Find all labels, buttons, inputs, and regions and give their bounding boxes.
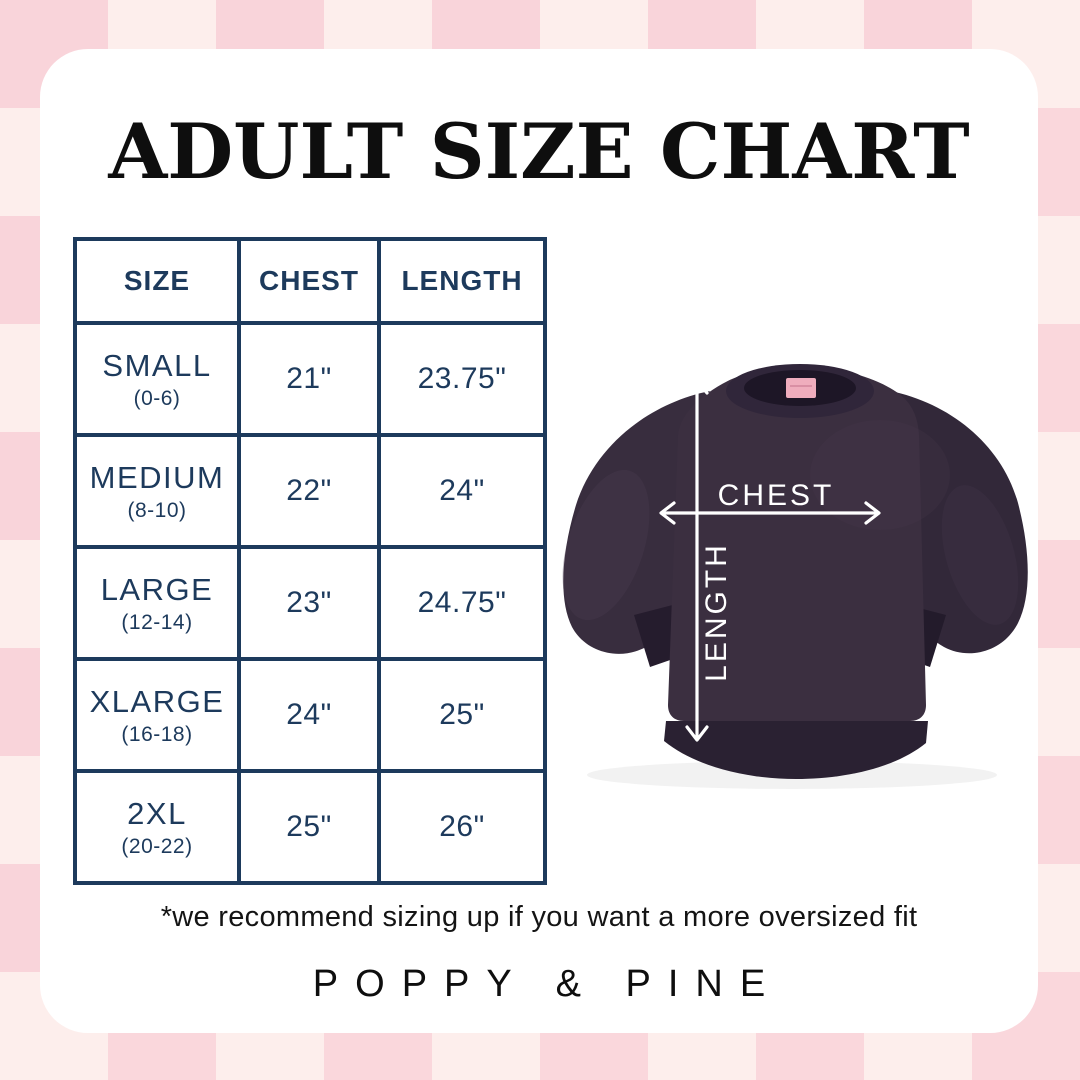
- chest-cell: 22": [241, 437, 377, 545]
- length-measurement-label: LENGTH: [700, 542, 733, 682]
- column-header-label: SIZE: [123, 265, 191, 296]
- length-value: 25": [439, 698, 485, 731]
- sweatshirt-illustration: CHEST LENGTH: [562, 364, 1028, 789]
- size-cell: MEDIUM (8-10): [77, 437, 237, 545]
- sizing-recommendation-note: *we recommend sizing up if you want a mo…: [160, 901, 918, 933]
- length-cell: 25": [381, 661, 543, 769]
- size-name-label: LARGE: [100, 571, 214, 607]
- chest-arrowhead-right: [864, 501, 881, 525]
- size-cell: SMALL (0-6): [77, 325, 237, 433]
- chest-cell: 21": [241, 325, 377, 433]
- chest-value: 22": [286, 474, 332, 507]
- right-sleeve-sheen: [941, 485, 1019, 625]
- sweatshirt-measurement-diagram: CHEST LENGTH: [550, 355, 1030, 795]
- column-header-label: CHEST: [259, 265, 359, 296]
- size-name-label: MEDIUM: [89, 459, 225, 495]
- neck-tag: [786, 378, 816, 398]
- size-range-label: (0-6): [133, 386, 181, 410]
- column-header-chest: CHEST: [241, 241, 377, 321]
- chest-cell: 25": [241, 773, 377, 881]
- size-name-label: SMALL: [102, 347, 212, 383]
- page-title: ADULT SIZE CHART: [108, 107, 970, 196]
- size-cell: LARGE (12-14): [77, 549, 237, 657]
- column-header-label: LENGTH: [401, 265, 523, 296]
- left-sleeve-sheen: [562, 469, 650, 621]
- size-chart-table: SIZE CHEST LENGTH SMALL (0-6) 21" 23.75" MED…: [73, 237, 547, 885]
- length-value: 26": [439, 810, 485, 843]
- chest-measurement-label: CHEST: [718, 479, 835, 512]
- right-sleeve: [890, 391, 1028, 654]
- size-range-label: (12-14): [121, 610, 193, 634]
- length-value: 23.75": [417, 362, 507, 395]
- size-range-label: (16-18): [121, 722, 193, 746]
- sweatshirt-body: [668, 367, 926, 721]
- chest-value: 24": [286, 698, 332, 731]
- length-cell: 26": [381, 773, 543, 881]
- chest-arrowhead-left: [659, 501, 676, 525]
- size-cell: 2XL (20-22): [77, 773, 237, 881]
- body-sheen: [810, 420, 950, 530]
- chest-value: 25": [286, 810, 332, 843]
- length-cell: 23.75": [381, 325, 543, 433]
- chest-cell: 24": [241, 661, 377, 769]
- size-name-label: XLARGE: [89, 683, 225, 719]
- brand-name: POPPY & PINE: [312, 963, 783, 1005]
- size-range-label: (8-10): [127, 498, 187, 522]
- size-cell: XLARGE (16-18): [77, 661, 237, 769]
- length-value: 24.75": [417, 586, 507, 619]
- length-arrowhead-bottom: [685, 725, 709, 742]
- hem-band: [664, 721, 928, 779]
- length-cell: 24": [381, 437, 543, 545]
- size-name-label: 2XL: [127, 795, 187, 831]
- length-cell: 24.75": [381, 549, 543, 657]
- chest-value: 21": [286, 362, 332, 395]
- length-arrowhead-top: [685, 378, 709, 395]
- chest-cell: 23": [241, 549, 377, 657]
- column-header-size: SIZE: [77, 241, 237, 321]
- column-header-length: LENGTH: [381, 241, 543, 321]
- size-range-label: (20-22): [121, 834, 193, 858]
- chest-value: 23": [286, 586, 332, 619]
- length-value: 24": [439, 474, 485, 507]
- size-chart-card: ADULT SIZE CHART SIZE CHEST LENGTH SMALL…: [40, 49, 1038, 1033]
